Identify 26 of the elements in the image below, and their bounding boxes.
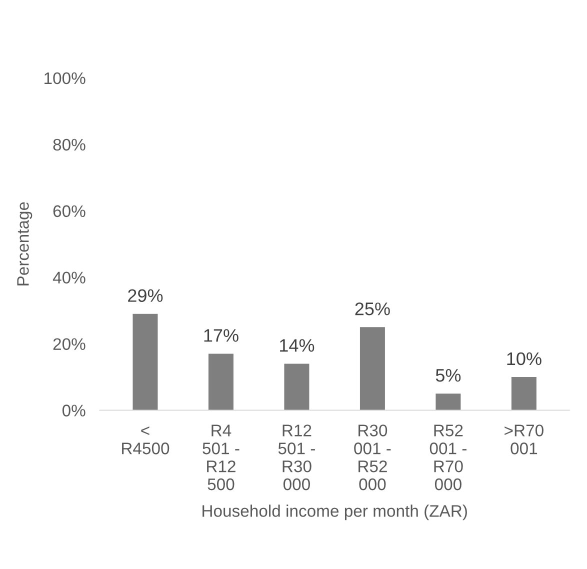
y-tick-label: 80% <box>53 138 86 151</box>
bar <box>511 377 536 410</box>
x-tick-label: < R4500 <box>122 426 170 454</box>
y-tick-label: 40% <box>52 272 86 284</box>
bar <box>208 354 234 410</box>
data-label: 14% <box>280 339 314 352</box>
y-tick-label: 60% <box>53 205 86 218</box>
bar <box>132 314 158 410</box>
data-label: 29% <box>128 289 163 302</box>
data-label: 10% <box>507 352 542 366</box>
y-axis-title: Percentage <box>17 202 32 286</box>
bar <box>284 364 310 410</box>
x-tick-label: R4 501 - R12 500 <box>202 424 240 490</box>
x-axis-title: Household income per month (ZAR) <box>202 504 467 520</box>
data-label: 5% <box>436 369 461 382</box>
bar <box>360 327 385 410</box>
y-tick-label: 20% <box>53 338 86 350</box>
x-tick-label: R30 001 - R52 000 <box>354 424 391 490</box>
data-label: 17% <box>204 329 238 342</box>
data-label: 25% <box>355 302 390 316</box>
x-tick-label: R52 001 - R70 000 <box>430 424 466 490</box>
x-tick-label: R12 501 - R30 000 <box>278 424 315 490</box>
y-tick-label: 100% <box>44 72 86 84</box>
x-tick-label: >R70 001 <box>504 424 544 454</box>
bar <box>436 394 461 410</box>
y-tick-label: 0% <box>62 404 86 416</box>
